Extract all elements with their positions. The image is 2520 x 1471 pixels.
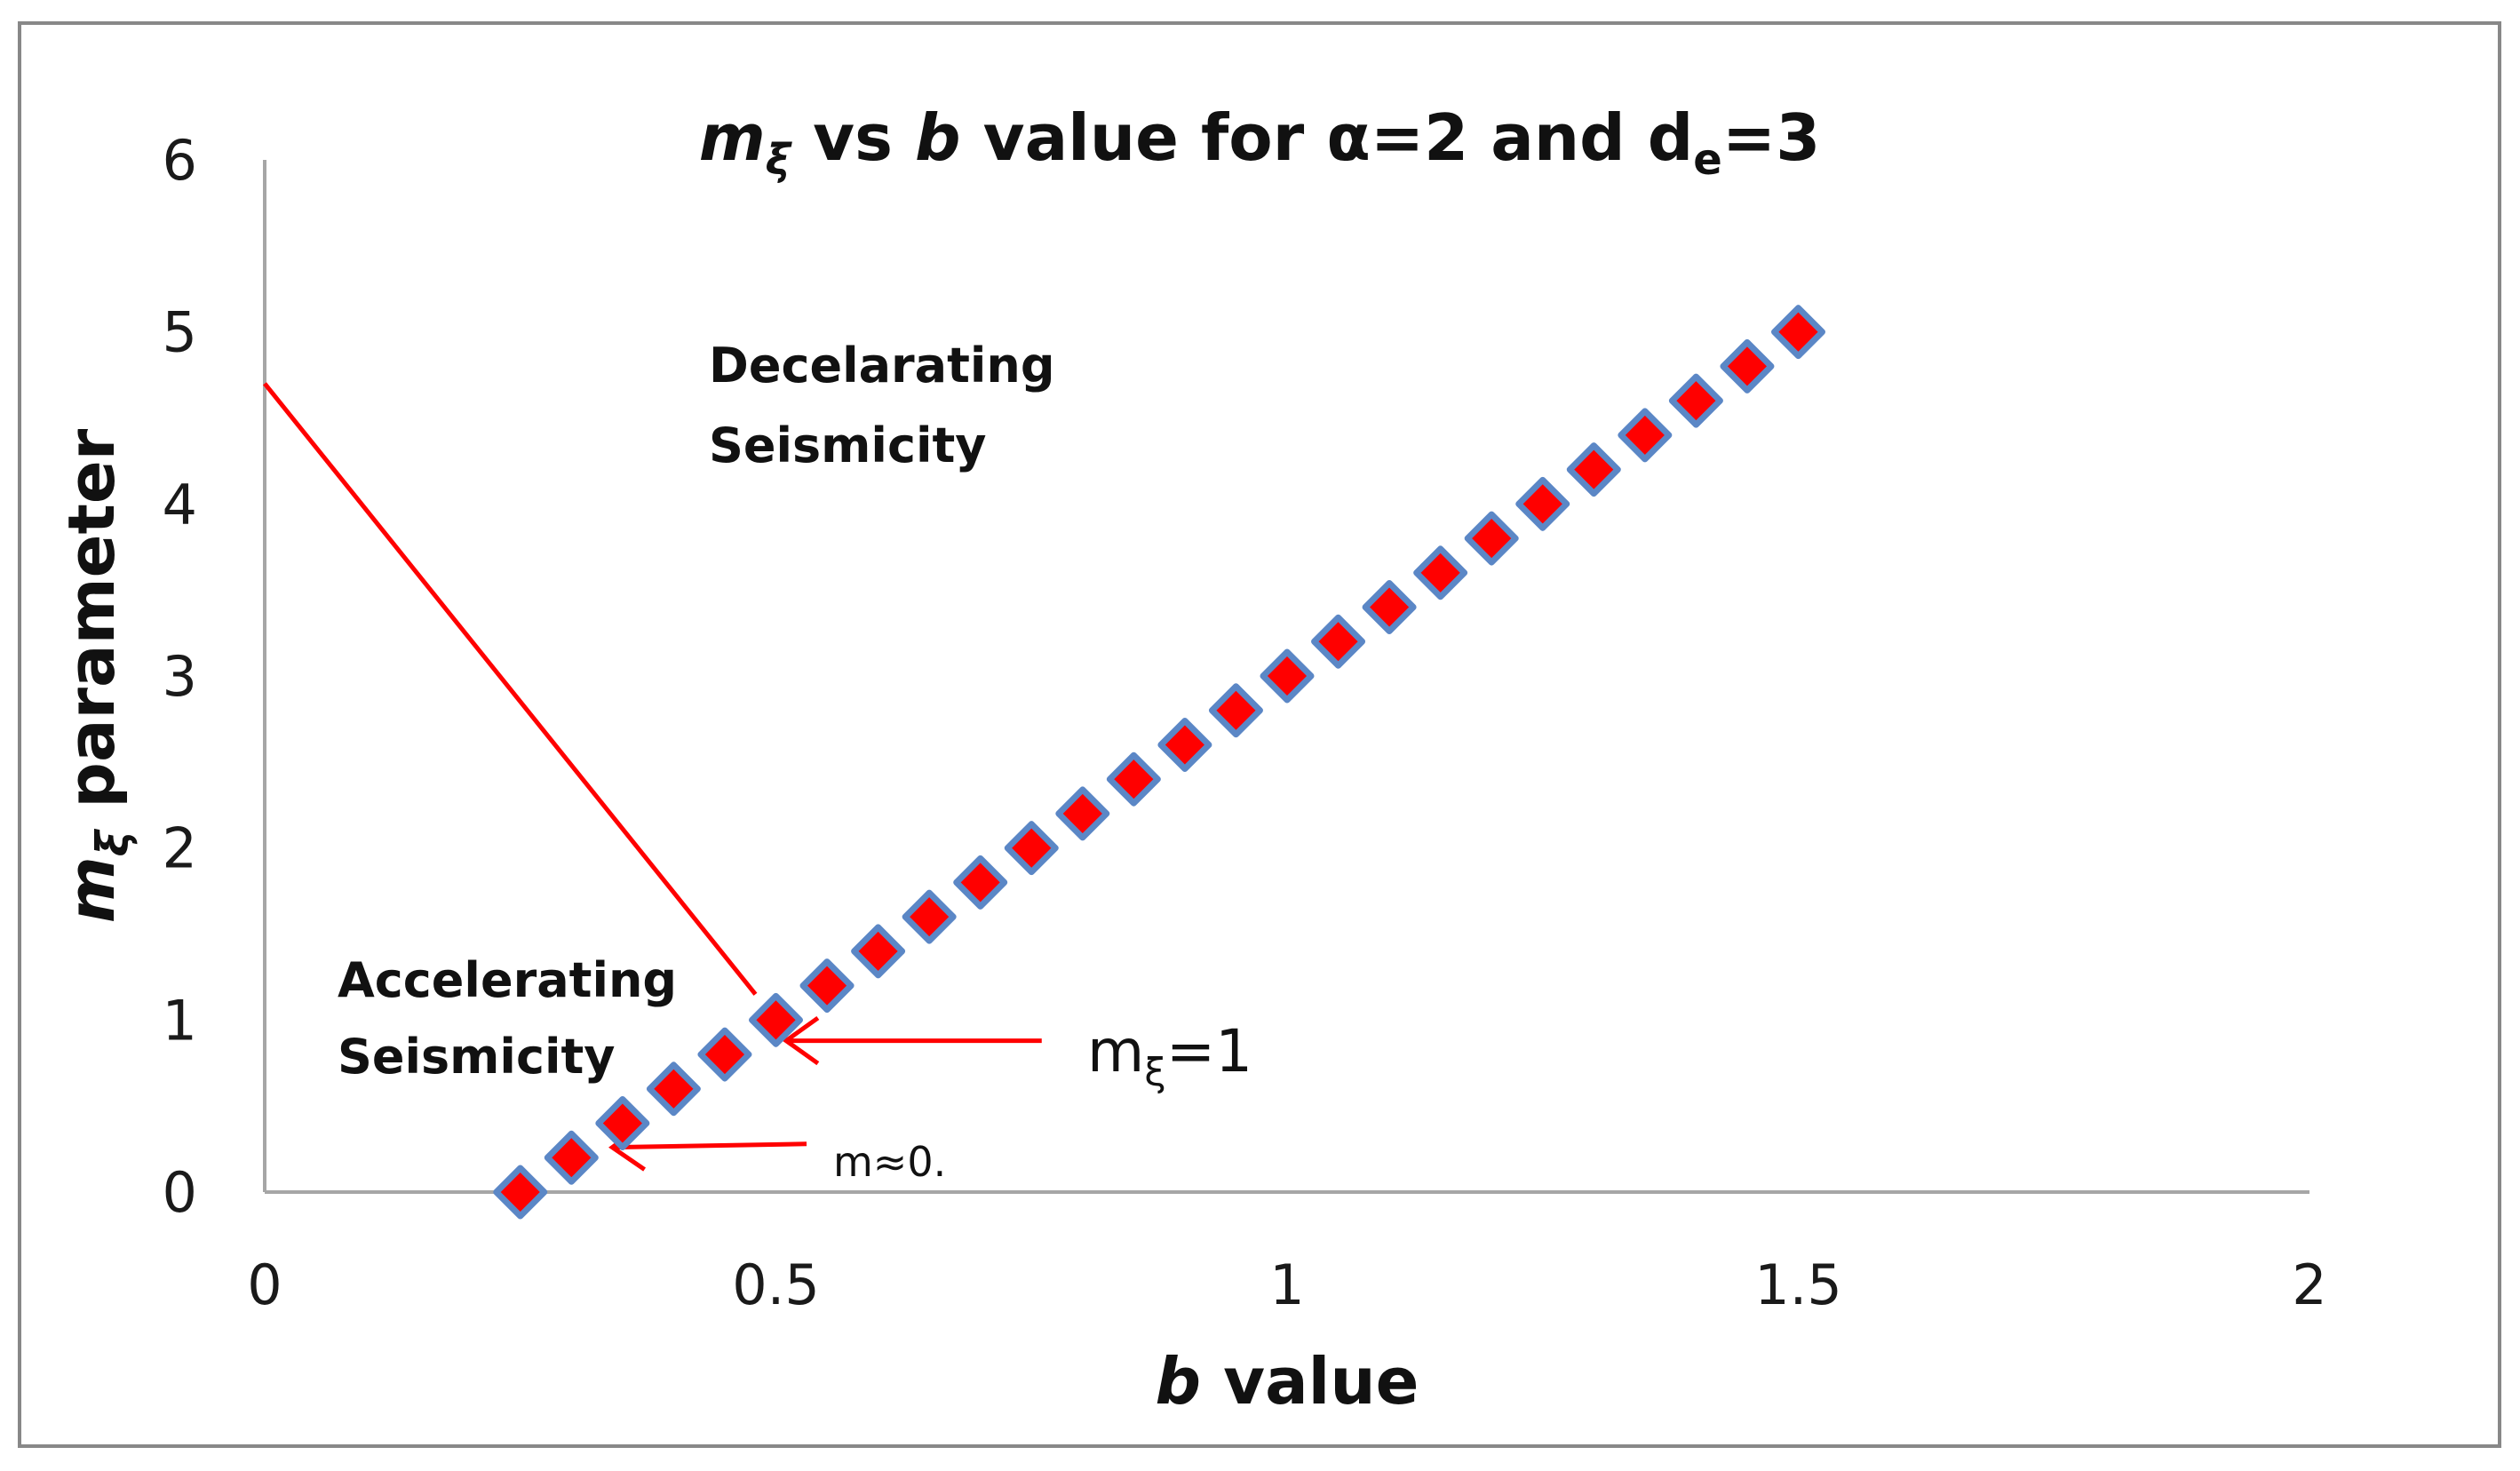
- y-tick-label: 5: [163, 300, 197, 365]
- data-point: [1004, 821, 1059, 876]
- data-point: [1157, 717, 1212, 772]
- data-point: [851, 924, 906, 979]
- y-tick-label: 2: [163, 816, 197, 881]
- arrow-shaft: [612, 1141, 807, 1150]
- data-point: [1260, 648, 1315, 704]
- data-point: [1208, 683, 1263, 738]
- data-point: [1771, 305, 1825, 360]
- title-d-sub: e: [1693, 135, 1722, 185]
- data-point: [1413, 545, 1468, 600]
- arrow-head: [782, 1015, 820, 1066]
- data-point: [697, 1027, 752, 1082]
- annotation-m-approx-0: m≈0.: [833, 1138, 946, 1186]
- x-tick-labels: 0 0.5 1 1.5 2: [247, 1252, 2326, 1317]
- x-tick-label: 1.5: [1754, 1252, 1842, 1317]
- data-point: [1362, 580, 1417, 635]
- title-b: b: [915, 100, 961, 175]
- data-point: [493, 1165, 548, 1220]
- annot-m: m: [1087, 1017, 1144, 1085]
- data-point: [1618, 408, 1673, 463]
- data-point: [1055, 786, 1110, 841]
- data-point: [1515, 476, 1570, 531]
- y-tick-label: 4: [163, 472, 197, 537]
- data-point: [902, 889, 957, 944]
- title-vs: vs: [791, 100, 915, 175]
- y-tick-label: 1: [163, 988, 197, 1053]
- data-point: [1106, 751, 1161, 807]
- x-tick-label: 0: [247, 1252, 282, 1317]
- ylabel-m: m: [54, 856, 129, 923]
- x-tick-label: 0.5: [732, 1252, 820, 1317]
- red-divider-line: [263, 382, 758, 996]
- data-point: [595, 1096, 650, 1151]
- title-m: m: [699, 100, 766, 175]
- annotation-arrow: [782, 1015, 1042, 1066]
- title-m-sub: ξ: [766, 135, 793, 185]
- data-point: [799, 958, 855, 1014]
- y-axis-label: mξ parameter: [54, 428, 139, 923]
- y-tick-labels: 0 1 2 3 4 5 6: [163, 128, 197, 1225]
- ylabel-rest: parameter: [54, 428, 129, 830]
- xlabel-rest: value: [1201, 1344, 1419, 1419]
- x-tick-label: 2: [2292, 1252, 2326, 1317]
- data-point: [646, 1062, 701, 1117]
- ylabel-m-sub: ξ: [87, 828, 139, 856]
- annotation-lines: [263, 382, 1042, 1172]
- title-end: =3: [1722, 100, 1820, 175]
- data-point: [953, 855, 1008, 910]
- data-series: [493, 305, 1825, 1220]
- title-rest: value for α=2 and d: [961, 100, 1694, 175]
- chart-title: mξ vs b value for α=2 and de=3: [699, 100, 1821, 185]
- chart-border: [18, 21, 2501, 1448]
- xlabel-b: b: [1156, 1344, 1202, 1419]
- region-decelerating-line2: Seismicity: [709, 417, 986, 473]
- data-point: [1311, 614, 1366, 669]
- region-decelerating-line1: Decelarating: [709, 338, 1055, 394]
- annot-rest: =1: [1166, 1017, 1252, 1085]
- y-tick-label: 3: [163, 644, 197, 709]
- data-point: [749, 992, 803, 1047]
- data-point: [1464, 511, 1519, 566]
- region-accelerating-line2: Seismicity: [338, 1029, 615, 1085]
- x-tick-label: 1: [1269, 1252, 1304, 1317]
- data-point: [544, 1130, 599, 1185]
- data-point: [1720, 338, 1775, 394]
- x-axis-label: b value: [1156, 1344, 1419, 1419]
- y-tick-label: 6: [163, 128, 197, 193]
- annotation-m-xi-1: mξ=1: [1087, 1017, 1252, 1095]
- data-point: [1566, 442, 1621, 497]
- region-accelerating-line1: Accelerating: [338, 952, 677, 1008]
- annot-m-sub: ξ: [1144, 1050, 1166, 1095]
- data-point: [1668, 373, 1723, 428]
- y-tick-label: 0: [163, 1160, 197, 1225]
